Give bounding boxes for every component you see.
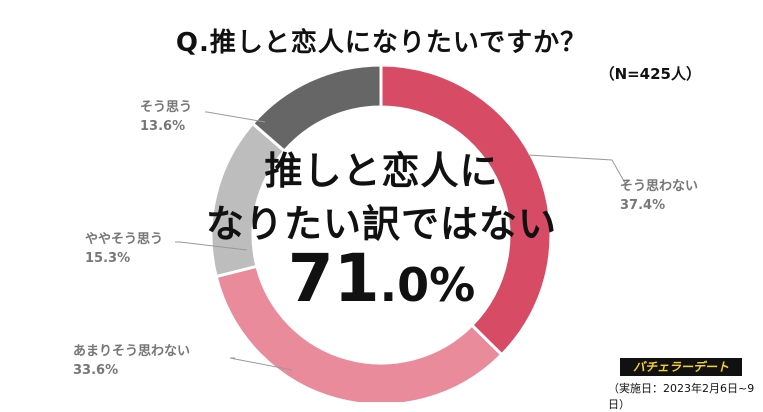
slice-label-1: あまりそう思わない 33.6% bbox=[73, 342, 190, 380]
center-percentage-decimal: .0% bbox=[379, 258, 476, 312]
brand-badge: バチェラーデート bbox=[620, 358, 742, 376]
chart-title: Q.推しと恋人になりたいですか？ bbox=[175, 28, 588, 58]
slice-label-value: 37.4% bbox=[620, 198, 666, 213]
leader-line-3 bbox=[205, 111, 266, 123]
slice-label-3: そう思う 13.6% bbox=[140, 98, 192, 136]
sample-size: （N=425人） bbox=[599, 65, 701, 83]
slice-label-text: そう思う bbox=[140, 100, 193, 115]
donut-slice-1 bbox=[214, 264, 504, 402]
slice-label-value: 13.6% bbox=[140, 119, 186, 134]
slice-label-text: そう思わない bbox=[620, 179, 699, 194]
leader-line-0 bbox=[527, 154, 626, 184]
slice-label-text: あまりそう思わない bbox=[73, 344, 191, 359]
center-text-line-1: 推しと恋人に bbox=[264, 149, 499, 193]
leader-line-2 bbox=[175, 241, 248, 251]
center-percentage-integer: 71 bbox=[287, 240, 380, 317]
slice-label-2: ややそう思う 15.3% bbox=[85, 230, 163, 268]
donut-slice-0 bbox=[379, 63, 553, 357]
center-text-line-2: なりたい訳ではない bbox=[205, 202, 557, 246]
slice-label-value: 33.6% bbox=[73, 363, 119, 378]
center-percentage: 71.0% bbox=[0, 240, 763, 317]
chart: Q.推しと恋人になりたいですか？ （N=425人） そう思わない 37.4% あ… bbox=[0, 28, 763, 411]
donut-chart bbox=[175, 63, 626, 402]
slice-label-text: ややそう思う bbox=[85, 232, 164, 247]
survey-date: （実施日：2023年2月6日~9日） bbox=[608, 382, 755, 411]
donut-slice-3 bbox=[250, 63, 383, 154]
slice-label-0: そう思わない 37.4% bbox=[620, 177, 698, 215]
leader-line-1 bbox=[229, 357, 293, 371]
slice-label-value: 15.3% bbox=[85, 251, 131, 266]
